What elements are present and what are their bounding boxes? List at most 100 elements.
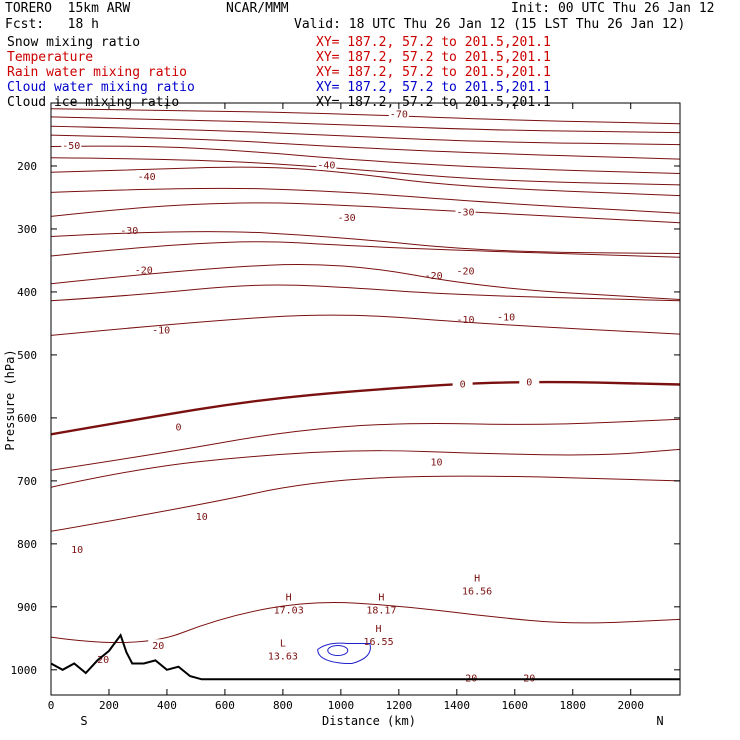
contour-line-10 bbox=[51, 448, 680, 488]
contour-line-5 bbox=[51, 418, 680, 471]
x-tick-label: 1800 bbox=[560, 699, 587, 712]
extrema-labels: H 17.03 H 18.17 H 16.56 L 13.63 H 16.55 bbox=[268, 574, 492, 663]
plot-frame bbox=[50, 102, 681, 696]
extremum-letter: L bbox=[280, 639, 286, 650]
field-xy-temperature: XY= 187.2, 57.2 to 201.5,201.1 bbox=[316, 50, 551, 65]
field-xy-cloud-water: XY= 187.2, 57.2 to 201.5,201.1 bbox=[316, 80, 551, 95]
contour-label-bg bbox=[423, 268, 444, 280]
extremum-value: 18.17 bbox=[366, 606, 396, 617]
extremum-letter: H bbox=[378, 593, 384, 604]
contour-line--25 bbox=[51, 231, 680, 254]
contour-label-bg bbox=[455, 205, 476, 217]
contour-label-20: 20 bbox=[97, 655, 109, 666]
contour-label-20: 20 bbox=[152, 641, 164, 652]
contour-label-bg bbox=[496, 310, 517, 322]
contour-line--15 bbox=[51, 263, 680, 300]
y-tick-label: 400 bbox=[17, 286, 37, 299]
field-xy-rain: XY= 187.2, 57.2 to 201.5,201.1 bbox=[316, 65, 551, 80]
y-tick-label: 1000 bbox=[11, 664, 38, 677]
cloud-water-outline bbox=[317, 642, 371, 665]
contour-label-10: 10 bbox=[71, 545, 83, 556]
contour-label-bg bbox=[455, 313, 476, 325]
field-name-temperature: Temperature bbox=[7, 50, 94, 65]
contour-line-15 bbox=[51, 475, 680, 532]
contour-label-0: 0 bbox=[176, 423, 182, 434]
y-tick-label: 200 bbox=[17, 160, 37, 173]
y-tick-label: 700 bbox=[17, 475, 37, 488]
extremum-letter: H bbox=[376, 624, 382, 635]
contour-label--20: -20 bbox=[456, 267, 474, 278]
model-label: TORERO 15km ARW bbox=[5, 1, 131, 16]
contour-label-bg bbox=[519, 671, 540, 683]
contour-line-0 bbox=[51, 380, 680, 436]
x-tick-label: 1000 bbox=[328, 699, 355, 712]
contour-line--70 bbox=[51, 108, 680, 125]
contour-label-bg bbox=[67, 542, 88, 554]
contour-label--40: -40 bbox=[317, 161, 335, 172]
contour-label-bg bbox=[151, 323, 172, 335]
contour-line--10 bbox=[51, 284, 680, 302]
x-tick-label: 1400 bbox=[444, 699, 471, 712]
contour-label--20: -20 bbox=[135, 265, 153, 276]
contour-label-0: 0 bbox=[460, 379, 466, 390]
contour-label-bg bbox=[455, 264, 476, 276]
contour-label--10: -10 bbox=[497, 312, 515, 323]
x-tick-label: 0 bbox=[48, 699, 55, 712]
extremum-letter: H bbox=[286, 593, 292, 604]
y-tick-label: 500 bbox=[17, 349, 37, 362]
terrain-profile bbox=[50, 633, 680, 681]
x-tick-label: 400 bbox=[157, 699, 177, 712]
y-tick-label: 900 bbox=[17, 601, 37, 614]
contour-line--50 bbox=[51, 145, 680, 174]
contour-line--45 bbox=[51, 157, 680, 186]
contour-label-0: 0 bbox=[526, 377, 532, 388]
field-name-cloud-water: Cloud water mixing ratio bbox=[7, 80, 195, 95]
contour-label-bg bbox=[388, 107, 409, 119]
contour-label-bg bbox=[148, 639, 169, 651]
contour-label-bg bbox=[119, 224, 140, 236]
contour-label-bg bbox=[336, 210, 357, 222]
contour-label-bg bbox=[461, 671, 482, 683]
field-xy-snow: XY= 187.2, 57.2 to 201.5,201.1 bbox=[316, 35, 551, 50]
contour-label--10: -10 bbox=[152, 326, 170, 337]
contour-line--55 bbox=[51, 134, 680, 160]
cloud-water-contour bbox=[317, 642, 371, 665]
contour-label--30: -30 bbox=[456, 207, 474, 218]
north-end-label: N bbox=[656, 714, 663, 728]
extremum-value: 13.63 bbox=[268, 652, 298, 663]
y-tick-label: 600 bbox=[17, 412, 37, 425]
contour-label-bg bbox=[93, 653, 114, 665]
contour-label--70: -70 bbox=[390, 110, 408, 121]
x-axis-label: Distance (km) bbox=[322, 714, 416, 728]
x-tick-label: 1200 bbox=[386, 699, 413, 712]
contour-label-bg bbox=[316, 158, 337, 170]
x-tick-label: 600 bbox=[215, 699, 235, 712]
contour-line--35 bbox=[51, 187, 680, 214]
contour-label--20: -20 bbox=[425, 271, 443, 282]
x-tick-label: 800 bbox=[273, 699, 293, 712]
extremum-value: 16.55 bbox=[363, 637, 393, 648]
cloud-water-core bbox=[327, 644, 349, 656]
contour-label--30: -30 bbox=[338, 213, 356, 224]
contour-label-bg bbox=[519, 375, 540, 387]
extremum-value: 17.03 bbox=[274, 606, 304, 617]
contour-line--20 bbox=[51, 241, 680, 258]
contour-label-bg bbox=[452, 377, 473, 389]
axes: 0 200 400 600 800 1000 1200 1400 1600 1800 2000200… bbox=[11, 103, 680, 712]
contour-label-10: 10 bbox=[430, 457, 442, 468]
valid-label: Valid: 18 UTC Thu 26 Jan 12 (15 LST Thu … bbox=[294, 17, 686, 32]
y-tick-label: 300 bbox=[17, 223, 37, 236]
contour-line-20 bbox=[51, 601, 680, 644]
contour-line--65 bbox=[51, 116, 680, 134]
contour-line--60 bbox=[51, 125, 680, 146]
contour-label--10: -10 bbox=[456, 315, 474, 326]
contour-line--40 bbox=[51, 166, 680, 197]
center-label: NCAR/MMM bbox=[226, 1, 289, 16]
contour-label-bg bbox=[191, 510, 212, 522]
contour-label--30: -30 bbox=[120, 226, 138, 237]
contour-label--40: -40 bbox=[138, 172, 156, 183]
temperature-contours: -70 -50 -40 -40 -30 -30 -30 -20 -20 -20 -10 -10 -10 0… bbox=[51, 107, 680, 684]
contour-label-bg bbox=[168, 420, 189, 432]
contour-label--50: -50 bbox=[62, 141, 80, 152]
